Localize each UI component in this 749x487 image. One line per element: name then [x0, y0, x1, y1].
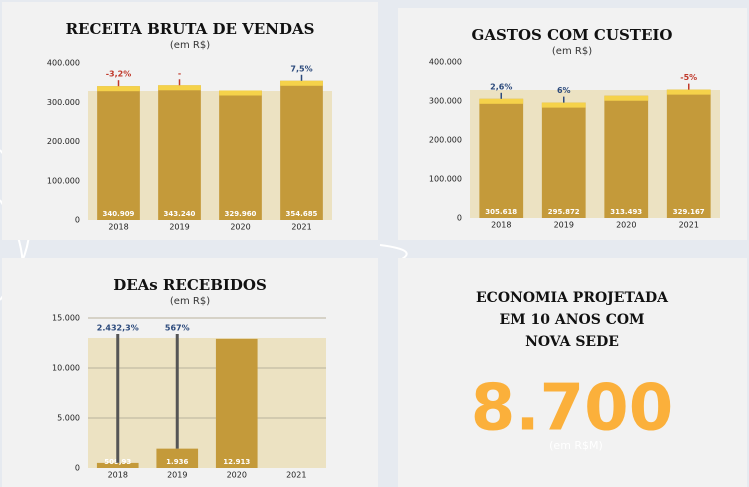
kpi-title: NOVA SEDE: [525, 334, 619, 350]
chart-subtitle: (em R$): [170, 296, 210, 307]
bar: [97, 86, 140, 221]
bar: [604, 95, 649, 218]
y-tick-label: 5.000: [57, 414, 80, 423]
y-tick-label: 0: [457, 214, 462, 223]
bar: [280, 80, 323, 221]
x-tick-label: 2018: [491, 221, 511, 230]
annotation: 2,6%: [490, 82, 512, 91]
x-tick-label: 2018: [108, 471, 128, 480]
value-label: 354.685: [286, 210, 318, 218]
x-tick-label: 2019: [167, 471, 187, 480]
annotation: 2.432,3%: [97, 324, 139, 333]
value-label: 329.167: [673, 208, 705, 216]
kpi: ECONOMIA PROJETADA EM 10 ANOS COM NOVA S…: [471, 290, 673, 452]
value-label: 343.240: [164, 210, 196, 218]
y-tick-label: 15.000: [52, 314, 80, 323]
value-label: 295.872: [548, 208, 580, 216]
bar-cap: [604, 95, 649, 101]
y-tick-label: 300.000: [429, 97, 462, 106]
annotation: -3,2%: [106, 70, 132, 79]
annotation: 6%: [557, 86, 571, 95]
bar: [666, 89, 711, 218]
y-tick-label: 0: [75, 464, 80, 473]
x-tick-label: 2020: [230, 223, 250, 232]
bar-cap: [541, 102, 586, 108]
value-label: 313.493: [610, 208, 642, 216]
value-label: 340.909: [103, 210, 135, 218]
bar: [219, 90, 262, 221]
kpi-title: ECONOMIA PROJETADA: [476, 290, 669, 306]
card: [398, 258, 747, 487]
x-tick-label: 2018: [108, 223, 128, 232]
chart-subtitle: (em R$): [552, 46, 592, 57]
chart-title: GASTOS COM CUSTEIO: [472, 26, 673, 44]
kpi-unit: (em R$M): [549, 439, 603, 452]
plot-area: [88, 338, 326, 468]
bar-cap: [219, 90, 262, 96]
annotation: -5%: [680, 73, 697, 82]
x-tick-label: 2021: [679, 221, 699, 230]
bar: [215, 338, 258, 468]
annotation: -: [178, 69, 181, 78]
value-label: 1.936: [166, 458, 188, 466]
annotation: 567%: [165, 324, 190, 333]
bar: [158, 85, 201, 221]
x-tick-label: 2020: [616, 221, 636, 230]
chart-subtitle: (em R$): [170, 40, 210, 51]
x-tick-label: 2021: [291, 223, 311, 232]
x-tick-label: 2019: [169, 223, 189, 232]
bar-cap: [158, 85, 201, 91]
y-tick-label: 100.000: [47, 176, 80, 185]
annotation: 7,5%: [290, 64, 312, 73]
y-tick-label: 200.000: [429, 136, 462, 145]
bar: [479, 98, 524, 218]
y-tick-label: 0: [75, 216, 80, 225]
bar-cap: [97, 86, 140, 92]
chart-title: RECEITA BRUTA DE VENDAS: [66, 20, 315, 38]
value-label: 305.618: [485, 208, 517, 216]
y-tick-label: 400.000: [47, 59, 80, 68]
bar-cap: [479, 98, 524, 104]
kpi-title: EM 10 ANOS COM: [499, 312, 644, 328]
y-tick-label: 100.000: [429, 175, 462, 184]
y-tick-label: 300.000: [47, 98, 80, 107]
bar-cap: [666, 89, 711, 95]
bar: [96, 462, 139, 468]
bar: [156, 448, 199, 468]
chart-title: DEAs RECEBIDOS: [113, 276, 267, 294]
kpi-value: 8.700: [471, 372, 673, 446]
value-label: 12.913: [223, 458, 250, 466]
x-tick-label: 2019: [554, 221, 574, 230]
x-tick-label: 2021: [286, 471, 306, 480]
y-tick-label: 200.000: [47, 137, 80, 146]
bar-cap: [280, 80, 323, 86]
y-tick-label: 400.000: [429, 58, 462, 67]
y-tick-label: 10.000: [52, 364, 80, 373]
bar: [541, 102, 586, 218]
x-tick-label: 2020: [227, 471, 247, 480]
value-label: 329.960: [225, 210, 257, 218]
